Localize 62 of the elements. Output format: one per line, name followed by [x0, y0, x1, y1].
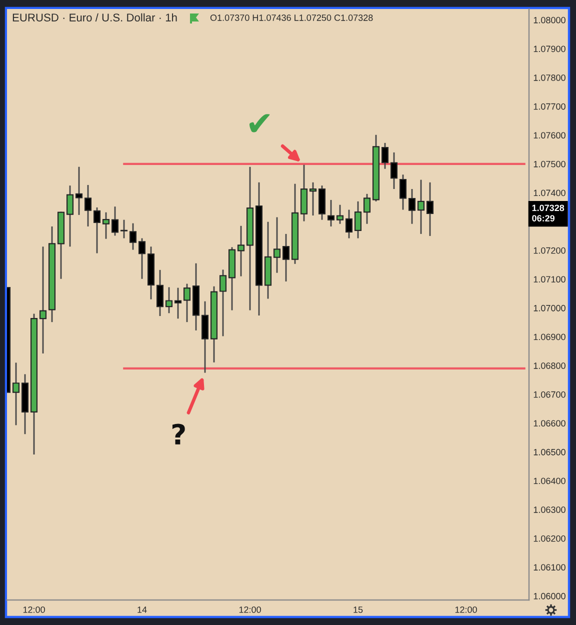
annotation: ✔ [249, 114, 270, 132]
chart-subtitle: O1.07370 H1.07436 L1.07250 C1.07328 [210, 14, 373, 21]
candlestick [381, 142, 389, 170]
y-tick-label: 1.06200 [534, 535, 566, 542]
candlestick [12, 362, 20, 426]
y-tick-label: 1.08000 [534, 16, 566, 24]
candlestick [129, 222, 137, 250]
y-tick-label: 1.07700 [534, 103, 566, 110]
y-tick-label: 1.07500 [534, 160, 566, 168]
y-tick-label: 1.06600 [534, 420, 566, 427]
candlestick [282, 233, 290, 282]
y-tick-label: 1.06300 [534, 506, 566, 513]
candlestick [84, 184, 92, 228]
y-tick-label: 1.06900 [534, 334, 566, 340]
candlestick [75, 166, 83, 216]
y-tick-label: 1.06800 [534, 362, 566, 369]
x-tick-label: 14 [138, 606, 147, 613]
x-tick-label: 12:00 [239, 606, 261, 613]
candlestick [219, 268, 227, 337]
y-tick-label: 1.07000 [534, 304, 566, 312]
candlestick [363, 193, 371, 225]
candlestick [93, 206, 101, 254]
candlestick [183, 283, 191, 323]
y-tick-label: 1.06500 [534, 448, 566, 456]
y-tick-label: 1.07600 [534, 132, 566, 139]
y-tick-label: 1.07900 [534, 46, 566, 52]
candlestick [417, 179, 425, 235]
y-tick-label: 1.07200 [534, 247, 566, 254]
x-tick-label: 15 [354, 606, 363, 613]
candlestick [309, 182, 317, 216]
y-tick-label: 1.07800 [534, 74, 566, 81]
candlestick [237, 225, 245, 277]
y-tick-label: 1.07400 [534, 190, 566, 196]
annotation: ? [172, 424, 185, 444]
candlestick [336, 204, 344, 225]
y-tick-label: 1.06400 [534, 478, 566, 484]
candlestick [201, 300, 209, 374]
x-tick-label: 12:00 [23, 606, 45, 613]
y-tick-label: 1.06700 [534, 391, 566, 398]
text: 1.07328 06:29 [532, 204, 564, 222]
candlestick [39, 246, 47, 354]
candlestick [138, 238, 146, 280]
candlestick [399, 174, 407, 210]
candlestick [426, 182, 434, 237]
y-tick-label: 1.07100 [534, 276, 566, 283]
candlestick [111, 206, 119, 236]
candlestick [327, 199, 335, 228]
candlestick [408, 188, 416, 225]
candlestick [273, 216, 281, 274]
x-tick-label: 12:00 [455, 606, 477, 613]
candlestick [66, 184, 74, 248]
y-tick-label: 1.06000 [534, 592, 566, 600]
candlestick [345, 209, 353, 239]
candlestick [174, 287, 182, 320]
candlestick [354, 200, 362, 239]
y-tick-label: 1.06100 [534, 564, 566, 571]
candlestick [120, 219, 128, 239]
chart-title: EURUSD · Euro / U.S. Dollar · 1h [12, 13, 177, 22]
candlestick [165, 286, 173, 314]
candlestick [102, 212, 110, 240]
candlestick [156, 269, 164, 317]
candlestick [390, 152, 398, 190]
